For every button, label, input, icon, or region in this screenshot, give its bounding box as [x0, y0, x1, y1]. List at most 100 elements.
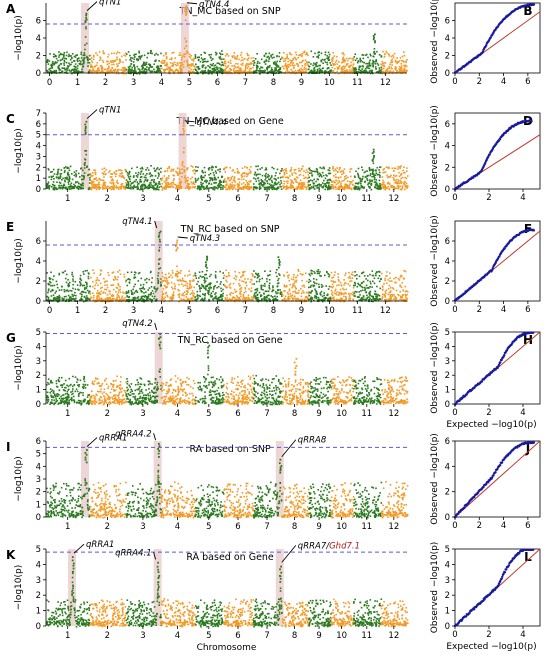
snp-point — [164, 187, 167, 189]
snp-point — [101, 168, 104, 170]
snp-point — [59, 175, 62, 177]
snp-point — [403, 71, 406, 73]
snp-point — [367, 67, 370, 69]
snp-point — [276, 187, 279, 190]
snp-point — [52, 184, 55, 186]
snp-point — [122, 67, 125, 69]
snp-point — [118, 169, 120, 171]
snp-point — [297, 69, 299, 72]
snp-point — [340, 68, 343, 70]
snp-point — [359, 181, 362, 183]
snp-point — [179, 172, 182, 175]
snp-point — [296, 176, 298, 178]
snp-point — [148, 183, 151, 186]
snp-point — [290, 53, 293, 56]
snp-point — [190, 64, 193, 67]
snp-point — [301, 65, 304, 67]
snp-point — [150, 165, 152, 167]
snp-point — [166, 68, 169, 70]
snp-point — [390, 59, 393, 62]
snp-point — [169, 185, 171, 188]
snp-point — [312, 185, 315, 188]
snp-point — [316, 61, 318, 64]
snp-point — [158, 268, 160, 270]
snp-point — [122, 176, 124, 178]
snp-point — [399, 185, 401, 188]
snp-point — [119, 291, 122, 293]
snp-point — [95, 188, 98, 191]
snp-point — [157, 279, 159, 282]
snp-point — [215, 178, 217, 181]
snp-point — [196, 66, 198, 68]
snp-point — [386, 174, 388, 177]
snp-point — [347, 187, 350, 190]
snp-point — [154, 71, 157, 74]
snp-point — [236, 168, 239, 170]
snp-point — [129, 175, 132, 178]
snp-point — [97, 185, 100, 188]
snp-point — [84, 133, 87, 135]
x-tick-label: 6 — [235, 194, 240, 204]
snp-point — [190, 181, 193, 183]
snp-point — [57, 172, 59, 174]
snp-point — [129, 70, 132, 73]
snp-point — [270, 54, 272, 56]
peak-point — [84, 126, 87, 128]
snp-point — [358, 65, 361, 68]
snp-point — [245, 187, 248, 189]
snp-point — [58, 54, 61, 56]
peak-point — [185, 12, 188, 15]
snp-point — [241, 176, 243, 178]
snp-point — [158, 181, 161, 183]
snp-point — [333, 67, 336, 70]
snp-point — [308, 172, 311, 174]
snp-point — [139, 176, 142, 179]
snp-point — [169, 72, 171, 75]
snp-point — [51, 65, 53, 67]
snp-point — [179, 54, 182, 56]
snp-point — [51, 62, 54, 65]
snp-point — [361, 68, 363, 70]
snp-point — [350, 188, 353, 191]
snp-point — [168, 67, 170, 70]
snp-point — [74, 280, 77, 283]
snp-point — [104, 292, 107, 294]
snp-point — [193, 292, 195, 295]
snp-point — [75, 181, 77, 183]
snp-point — [120, 185, 123, 188]
snp-point — [141, 64, 143, 67]
snp-point — [379, 166, 381, 168]
snp-point — [176, 69, 179, 71]
snp-point — [86, 283, 88, 286]
snp-point — [58, 186, 61, 188]
snp-point — [214, 51, 217, 54]
snp-point — [118, 188, 120, 190]
x-tick-label: 7 — [264, 194, 269, 204]
snp-point — [97, 187, 99, 189]
snp-point — [382, 179, 384, 182]
snp-point — [270, 71, 272, 73]
snp-point — [250, 166, 252, 168]
snp-point — [70, 290, 73, 292]
snp-point — [156, 187, 158, 190]
snp-point — [149, 181, 151, 184]
snp-point — [288, 63, 291, 66]
snp-point — [63, 183, 65, 186]
snp-point — [250, 57, 253, 59]
snp-point — [203, 60, 205, 63]
snp-point — [158, 249, 160, 251]
snp-point — [161, 295, 163, 297]
snp-point — [192, 58, 194, 61]
snp-point — [82, 284, 84, 287]
snp-point — [153, 188, 156, 190]
snp-point — [111, 60, 113, 63]
snp-point — [394, 167, 397, 170]
snp-point — [121, 175, 124, 177]
snp-point — [65, 281, 68, 284]
snp-point — [172, 51, 175, 54]
snp-point — [94, 284, 96, 287]
snp-point — [89, 58, 91, 61]
snp-point — [153, 186, 155, 189]
snp-point — [131, 292, 133, 295]
snp-point — [328, 179, 330, 181]
